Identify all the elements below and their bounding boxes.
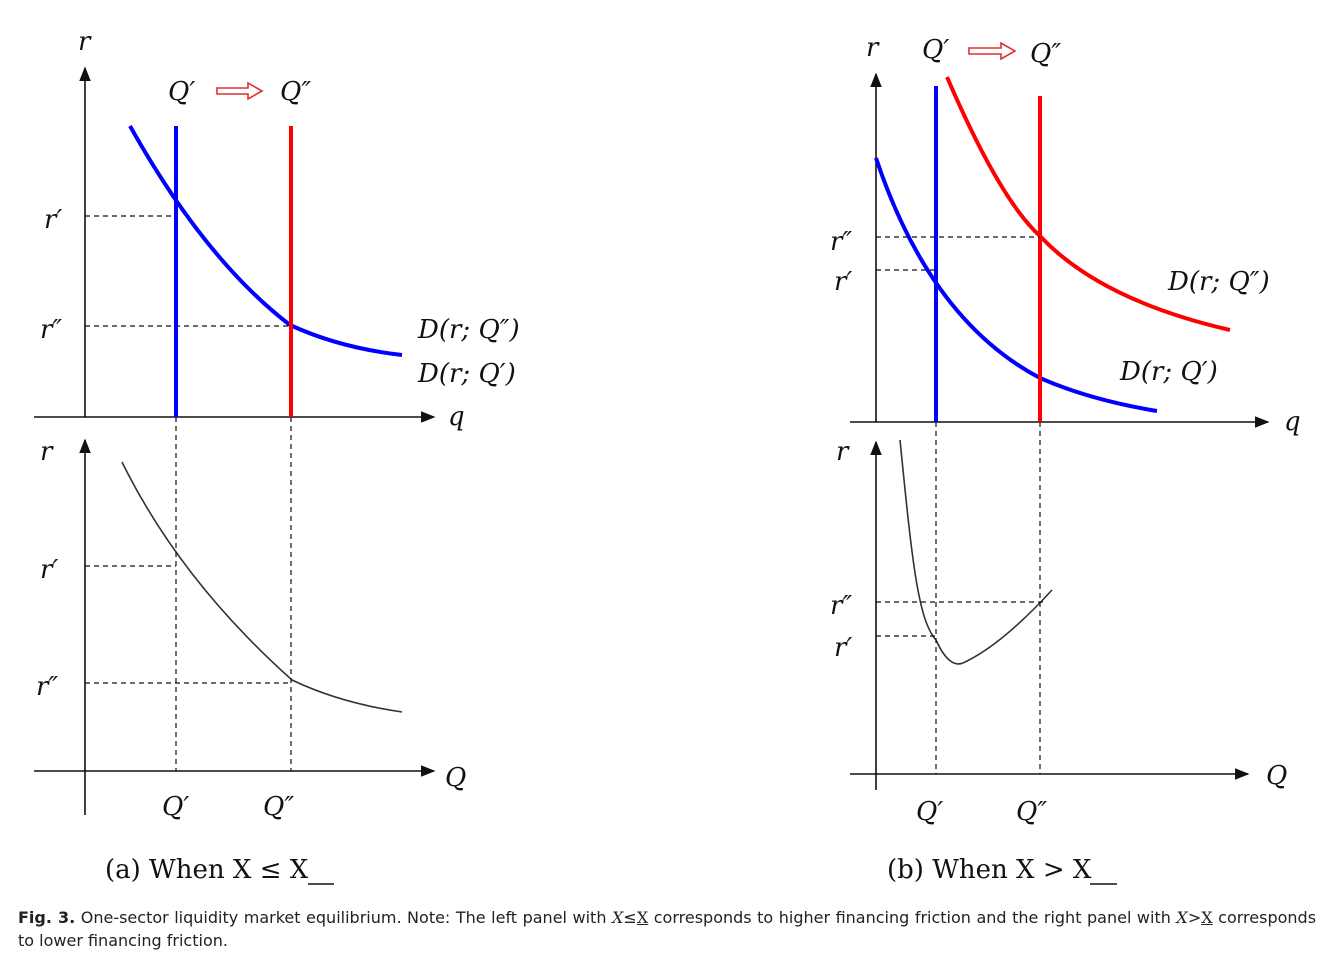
b-top-r2-label: r″: [830, 227, 852, 257]
b-bottom-r1-label: r′: [834, 633, 852, 663]
b-bottom-r2-label: r″: [830, 591, 852, 621]
a-header-q1-label: Q′: [168, 77, 195, 107]
caption-x-under-2: X: [1201, 908, 1213, 927]
caption-x-under-1: X: [636, 908, 649, 927]
figure-caption: Fig. 3. One-sector liquidity market equi…: [18, 906, 1316, 952]
a-header-q2-label: Q″: [280, 77, 311, 107]
a-demand-q2-label: D(r; Q″): [417, 315, 520, 345]
b-demand-q1-curve: [874, 157, 1158, 413]
figure-diagram: r q r′ r″ Q′ Q″ D(r; Q″) D(r; Q′) r Q r′: [34, 27, 1301, 885]
panel-a: r q r′ r″ Q′ Q″ D(r; Q″) D(r; Q′) r Q r′: [34, 27, 520, 885]
a-equilibrium-curve: [121, 461, 403, 713]
b-bottom-q2-tick: Q″: [1016, 797, 1047, 827]
b-demand-q2-label: D(r; Q″): [1167, 267, 1270, 297]
b-demand-q1-label: D(r; Q′): [1119, 357, 1218, 387]
a-bottom-r-axis-label: r: [40, 437, 54, 467]
caption-gt: >: [1187, 908, 1202, 927]
panel-b: r q r″ r′ Q′ Q″ D(r; Q″) D(r; Q′) r Q: [830, 33, 1301, 885]
b-bottom-r-axis-label: r: [836, 437, 850, 467]
a-bottom-q2-tick: Q″: [263, 792, 294, 822]
b-bottom-Q-axis-label: Q: [1266, 761, 1287, 791]
a-shift-arrow-icon: [216, 81, 264, 101]
a-bottom-Q-axis-label: Q: [445, 763, 466, 793]
caption-text-1: One-sector liquidity market equilibrium.…: [80, 908, 607, 927]
b-shift-arrow-icon: [968, 41, 1017, 61]
a-top-r-axis-label: r: [78, 27, 92, 57]
caption-x-1: X: [612, 908, 624, 927]
a-bottom-r1-label: r′: [40, 555, 58, 585]
b-equilibrium-curve: [899, 439, 1053, 665]
a-demand-curve: [128, 125, 403, 357]
a-demand-q1-label: D(r; Q′): [417, 359, 516, 389]
b-bottom-q1-tick: Q′: [916, 797, 943, 827]
b-top-r-axis-label: r: [866, 33, 880, 63]
b-top-r1-label: r′: [834, 267, 852, 297]
b-header-q2-label: Q″: [1030, 39, 1061, 69]
b-header-q1-label: Q′: [922, 35, 949, 65]
a-bottom-r2-label: r″: [36, 672, 58, 702]
b-subcaption: (b) When X > X: [887, 855, 1092, 885]
a-subcaption: (a) When X ≤ X: [105, 855, 309, 885]
a-bottom-q1-tick: Q′: [162, 792, 189, 822]
caption-text-3: corresponds to lower financing friction.: [18, 908, 1317, 950]
a-top-r2-label: r″: [40, 315, 62, 345]
caption-fig-label: Fig. 3.: [18, 908, 76, 927]
a-top-q-axis-label: q: [448, 402, 465, 432]
caption-text-2: corresponds to higher financing friction…: [653, 908, 1171, 927]
caption-le: ≤: [623, 908, 637, 927]
b-top-q-axis-label: q: [1284, 407, 1301, 437]
caption-x-2: X: [1176, 908, 1188, 927]
a-top-r1-label: r′: [44, 205, 62, 235]
